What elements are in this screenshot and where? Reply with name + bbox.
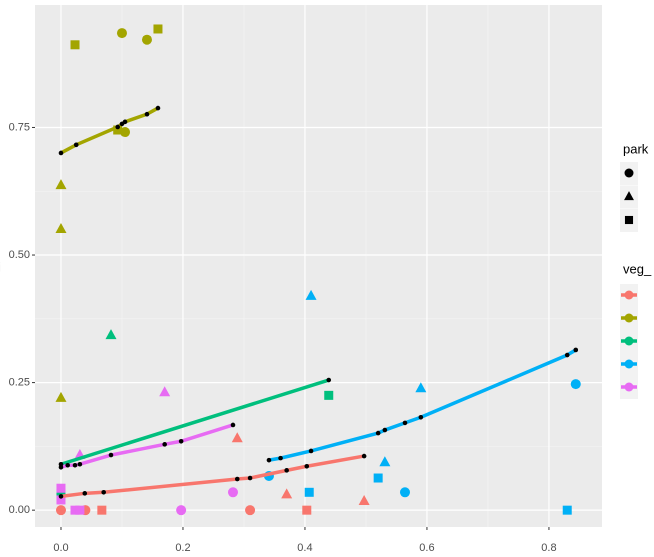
point <box>245 505 256 516</box>
fit-dot <box>418 414 424 420</box>
y-tick-label: 0.25 <box>9 377 30 389</box>
point <box>304 487 314 497</box>
fit-dot <box>308 448 314 454</box>
fit-dot <box>65 462 70 468</box>
point <box>227 487 238 498</box>
legend-shape <box>624 168 634 178</box>
point <box>373 473 383 483</box>
fit-dot <box>573 347 579 353</box>
point <box>56 495 66 505</box>
legend-shape <box>624 191 634 201</box>
fit-dot <box>155 105 161 111</box>
point <box>379 456 391 467</box>
fit-dot <box>58 494 64 499</box>
legend-dot <box>624 313 634 323</box>
point <box>302 505 312 515</box>
fit-line <box>60 378 330 466</box>
x-tick-label: 0.6 <box>419 542 434 554</box>
fit-dot <box>284 468 289 473</box>
fit-dot <box>72 462 78 468</box>
fit-dot <box>304 463 310 469</box>
legend-dot <box>624 336 634 346</box>
point <box>55 391 67 402</box>
x-tick-label: 0.0 <box>53 542 68 554</box>
point <box>305 289 317 300</box>
legend-dot <box>624 382 634 392</box>
fit-dot <box>82 491 88 496</box>
legend-dot <box>624 290 634 300</box>
fit-dot <box>326 377 332 383</box>
y-tick-label: 0.50 <box>9 249 30 261</box>
legend-dot <box>624 359 634 369</box>
point <box>55 223 67 234</box>
fit-dot <box>73 142 79 148</box>
point <box>399 487 410 498</box>
x-tick-label: 0.8 <box>541 542 556 554</box>
fit-dot <box>58 150 64 156</box>
point <box>70 40 80 50</box>
x-tick-label: 0.4 <box>297 542 312 554</box>
fit-dot <box>266 457 272 463</box>
fit-dot <box>402 420 408 426</box>
point <box>75 505 85 515</box>
fit-dot <box>144 111 150 117</box>
fit-dot <box>178 438 184 444</box>
point <box>176 505 187 516</box>
y-tick-label: 0.00 <box>9 504 30 516</box>
y-axis-title: i <box>0 259 1 274</box>
point <box>281 488 293 499</box>
fit-dot <box>375 430 381 436</box>
point <box>70 505 80 515</box>
fit-dot <box>101 490 106 495</box>
point <box>56 483 66 493</box>
y-tick-label: 0.75 <box>9 121 30 133</box>
point <box>56 488 66 498</box>
fit-dot <box>115 124 121 130</box>
fit-dot <box>278 455 283 461</box>
legend-title: park <box>623 141 649 156</box>
point <box>159 386 171 397</box>
point <box>105 329 117 340</box>
point <box>55 179 67 190</box>
fit-dot <box>234 476 240 482</box>
legend-title: veg_ <box>623 261 652 276</box>
point <box>358 494 370 505</box>
point <box>153 24 163 34</box>
point <box>231 432 243 443</box>
point <box>570 379 581 390</box>
fit-dot <box>122 119 128 125</box>
fit-dot <box>382 427 388 433</box>
x-tick-label: 0.2 <box>175 542 190 554</box>
point <box>55 505 66 516</box>
point <box>97 505 107 515</box>
fit-dot <box>58 464 64 470</box>
fit-dot <box>77 461 83 467</box>
fit-dot <box>361 453 367 459</box>
fit-dot <box>230 422 236 428</box>
point <box>116 28 127 39</box>
fit-dot <box>108 452 114 458</box>
panel <box>35 5 602 527</box>
fit-dot <box>247 475 253 481</box>
legend-shape <box>624 215 634 225</box>
point <box>120 127 131 138</box>
point <box>415 382 427 393</box>
point <box>562 505 572 515</box>
point <box>141 34 152 45</box>
point <box>113 125 123 135</box>
point <box>324 390 334 400</box>
fit-dot <box>162 442 167 447</box>
fit-line <box>60 454 365 499</box>
fit-dot <box>564 352 570 358</box>
